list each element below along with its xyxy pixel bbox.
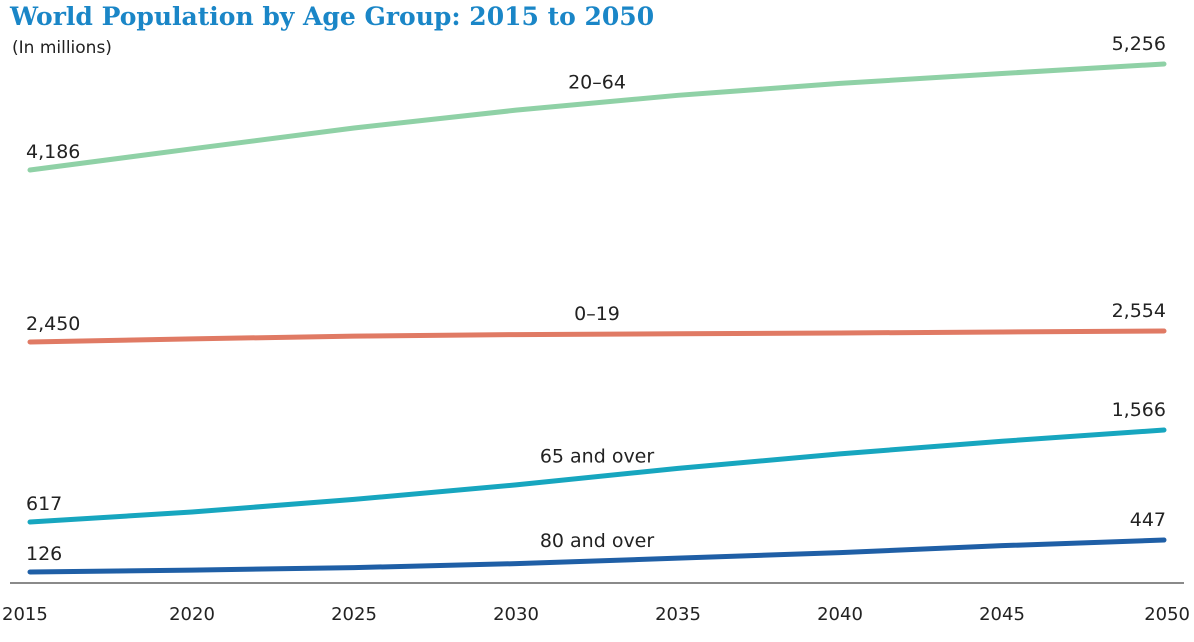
x-tick-label-2015: 2015 <box>2 604 48 625</box>
end-value-label-80-and-over: 447 <box>1130 509 1166 531</box>
x-axis-ticks: 2015 2020 2025 2030 2035 2040 2045 2050 <box>2 604 1190 625</box>
start-value-label-20-64: 4,186 <box>26 141 80 163</box>
series-name-label-80-and-over: 80 and over <box>540 530 655 552</box>
start-value-label-0-19: 2,450 <box>26 313 80 335</box>
chart-title: World Population by Age Group: 2015 to 2… <box>10 2 655 31</box>
x-tick-label-2040: 2040 <box>817 604 863 625</box>
end-value-label-65-and-over: 1,566 <box>1112 399 1166 421</box>
end-value-label-20-64: 5,256 <box>1112 33 1166 55</box>
x-tick-label-2035: 2035 <box>655 604 701 625</box>
x-tick-label-2030: 2030 <box>493 604 539 625</box>
x-tick-label-2050: 2050 <box>1144 604 1190 625</box>
series-name-label-0-19: 0–19 <box>574 303 620 325</box>
series-line-65-and-over <box>27 427 1167 525</box>
end-value-label-0-19: 2,554 <box>1112 300 1166 322</box>
series-layer: 4,186 5,256 20–64 2,450 2,554 0–19 617 1,566 65 … <box>26 33 1167 575</box>
x-tick-label-2045: 2045 <box>979 604 1025 625</box>
start-value-label-65-and-over: 617 <box>26 493 62 515</box>
series-name-label-65-and-over: 65 and over <box>540 446 655 468</box>
x-tick-label-2025: 2025 <box>331 604 377 625</box>
series-name-label-20-64: 20–64 <box>568 72 626 94</box>
x-tick-label-2020: 2020 <box>169 604 215 625</box>
series-line-0-19 <box>27 328 1167 345</box>
series-line-20-64 <box>27 61 1167 173</box>
start-value-label-80-and-over: 126 <box>26 543 62 565</box>
y-axis-unit-label: (In millions) <box>12 38 112 58</box>
series-line-80-and-over <box>27 537 1167 575</box>
